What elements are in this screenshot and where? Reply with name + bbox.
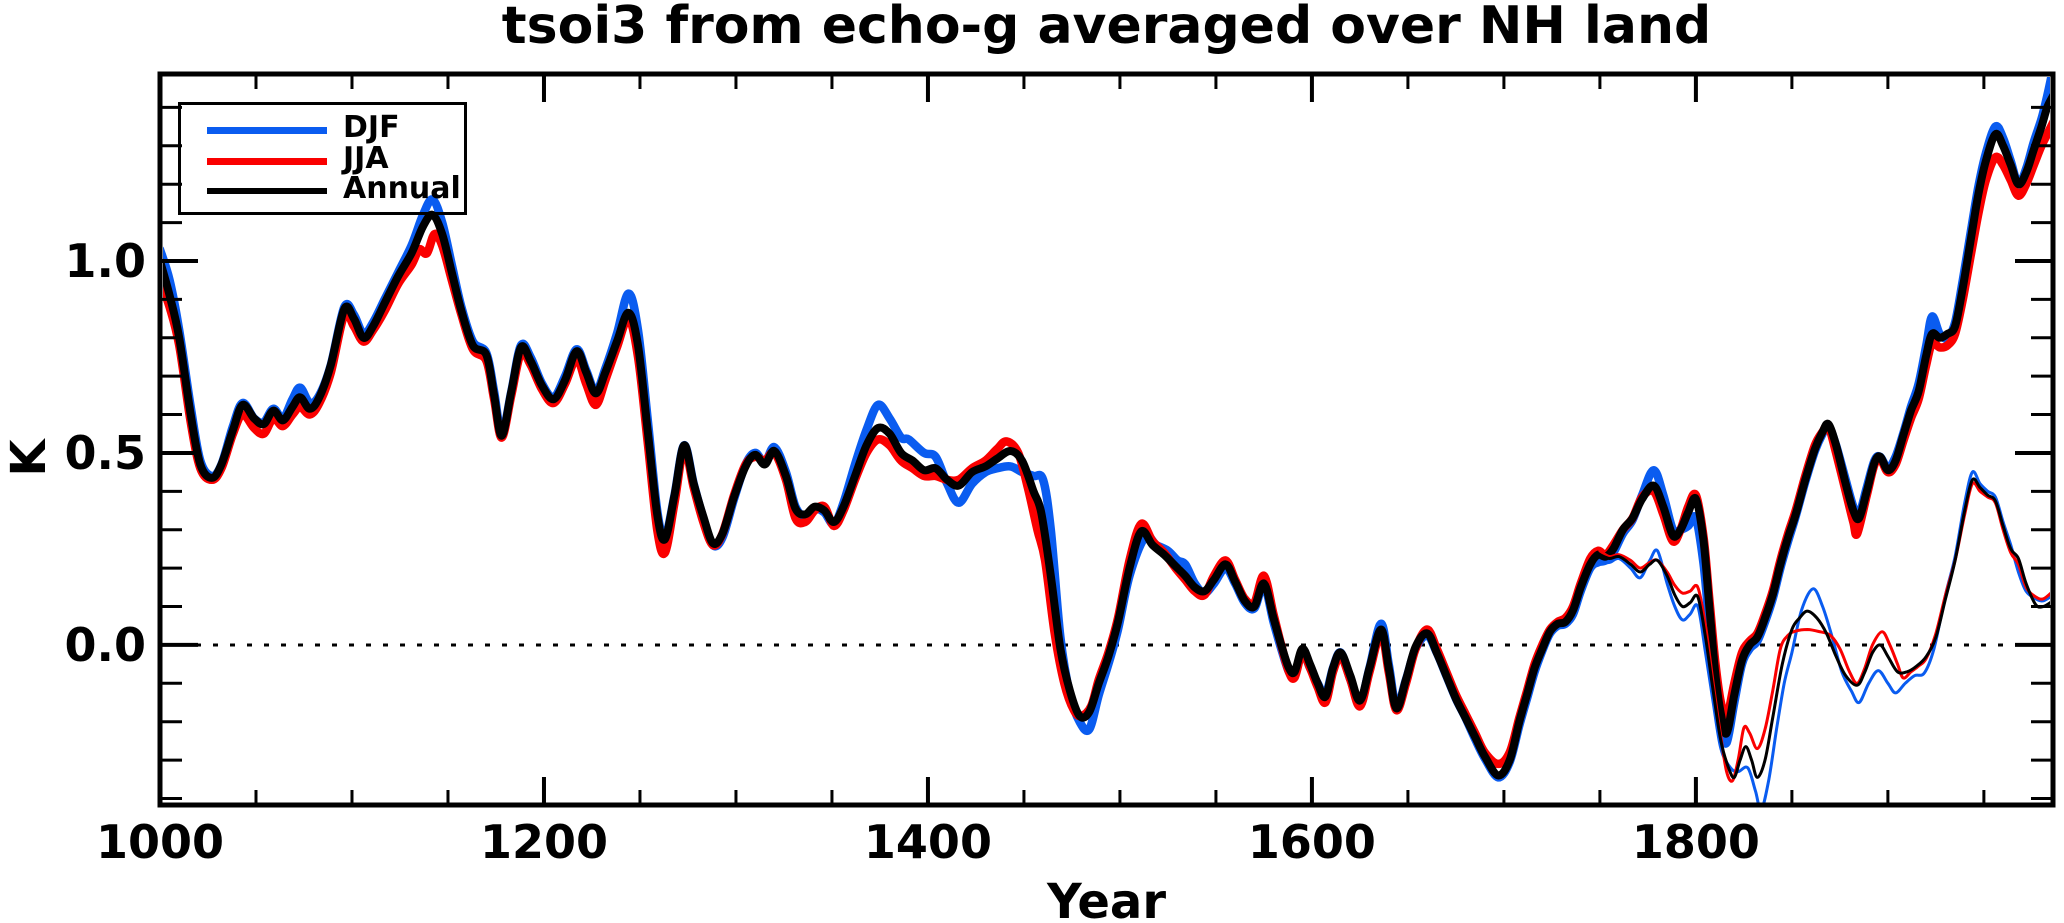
plot-frame (157, 71, 2056, 808)
axis-minor-ticks (162, 76, 2051, 803)
x-axis-title: Year (1047, 874, 1166, 923)
djf-line-swatch (207, 127, 327, 134)
legend-label-jja: JJA (343, 141, 389, 176)
data-series-group (163, 77, 2050, 803)
legend-item-djf: DJF (181, 110, 464, 145)
y-tick-label-0.5: 0.5 (65, 426, 147, 480)
x-tick-label-1000: 1000 (96, 815, 224, 869)
y-axis-title: K (1, 439, 57, 477)
legend-label-djf: DJF (343, 110, 400, 145)
jja-line-swatch (207, 158, 327, 165)
x-tick-label-1600: 1600 (1248, 815, 1376, 869)
series-line-djf-thin (1598, 470, 2050, 803)
x-tick-label-1400: 1400 (864, 815, 992, 869)
x-tick-label-1800: 1800 (1632, 815, 1760, 869)
annual-line-swatch (207, 188, 327, 194)
y-axis-tick-labels: 0.0 0.5 1.0 (65, 234, 147, 672)
legend-label-annual: Annual (343, 171, 461, 206)
y-tick-label-0.0: 0.0 (65, 618, 147, 672)
chart-title: tsoi3 from echo-g averaged over NH land (501, 0, 1712, 56)
y-tick-label-1.0: 1.0 (65, 234, 147, 288)
legend: DJF JJA Annual (178, 102, 467, 215)
series-line-annual-thick (163, 93, 2050, 780)
x-tick-label-1200: 1200 (480, 815, 608, 869)
x-axis-tick-labels: 1000 1200 1400 1600 1800 (96, 815, 1760, 869)
legend-item-jja: JJA (181, 141, 464, 176)
legend-item-annual: Annual (181, 171, 464, 206)
series-line-annual-thin (1598, 477, 2050, 780)
